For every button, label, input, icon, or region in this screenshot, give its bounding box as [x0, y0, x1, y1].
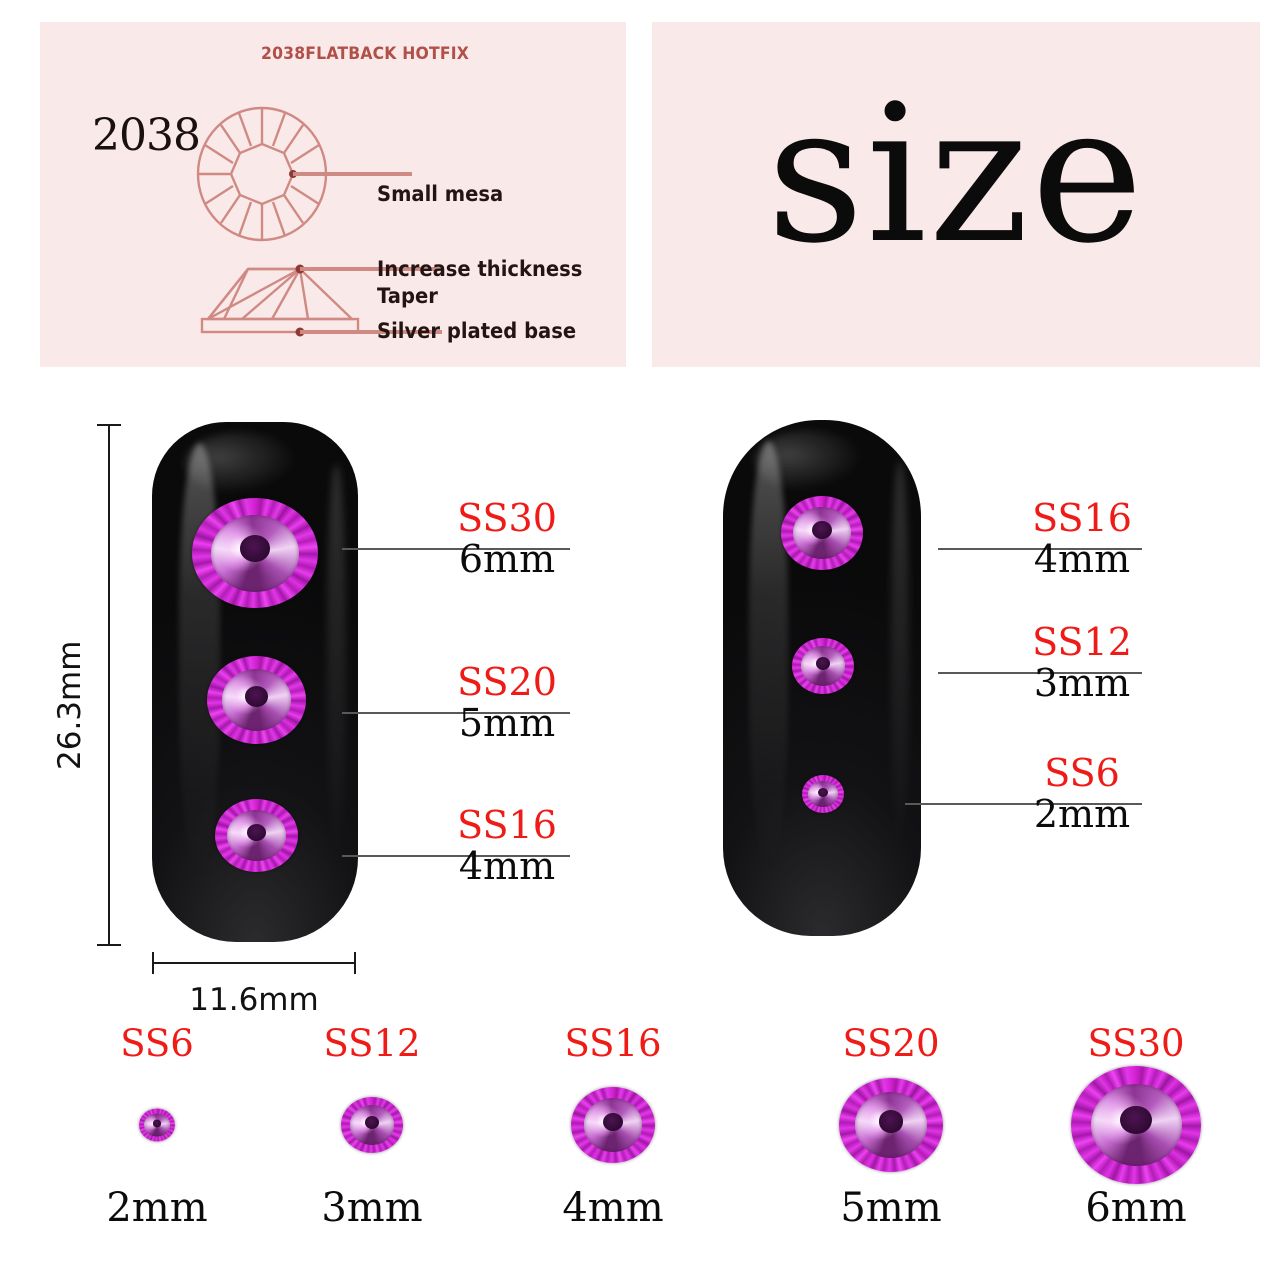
nail-height-label: 26.3mm — [52, 640, 88, 770]
nail-height-dimension-line — [97, 424, 121, 946]
size-row-ss6-size: 2mm — [106, 1185, 208, 1231]
size-row-item-ss30: SS30 6mm — [1041, 1022, 1231, 1231]
callout-ss20-code: SS20 — [457, 660, 557, 704]
size-row-ss30-stone-wrap — [1041, 1065, 1231, 1185]
callout-ss16-right-code: SS16 — [1032, 496, 1132, 540]
stone-side-view-icon — [200, 264, 442, 337]
callout-ss12-size: 3mm — [1033, 661, 1131, 705]
nail-width-dimension-line — [152, 952, 356, 974]
size-row-item-ss16: SS16 4mm — [518, 1022, 708, 1231]
leader-line-ss30 — [342, 548, 570, 550]
nail-edge-highlight — [327, 463, 346, 870]
leader-line-ss16-right — [938, 548, 1142, 550]
callout-ss30-code: SS30 — [457, 496, 557, 540]
rhinestone-ss12 — [341, 1097, 403, 1153]
size-row-ss30-code: SS30 — [1087, 1022, 1185, 1065]
nail-gloss-highlight — [178, 442, 220, 880]
size-heading-panel: size — [652, 22, 1260, 367]
callout-ss16-left: SS16 4mm — [432, 805, 582, 887]
nail-width-label: 11.6mm — [189, 982, 319, 1018]
leader-line-ss20 — [342, 712, 570, 714]
callout-ss16-left-code: SS16 — [457, 803, 557, 847]
callout-ss6: SS6 2mm — [1007, 753, 1157, 835]
leader-line-ss6 — [905, 803, 1142, 805]
size-row-ss6-stone-wrap — [62, 1065, 252, 1185]
product-code-2038: 2038 — [92, 110, 201, 161]
nail-top-highlight — [754, 430, 864, 493]
size-heading: size — [766, 64, 1146, 285]
callout-ss12-code: SS12 — [1032, 620, 1132, 664]
rhinestone-ss30 — [1071, 1066, 1201, 1184]
callout-ss16-right: SS16 4mm — [1007, 498, 1157, 580]
callout-ss6-size: 2mm — [1033, 792, 1131, 836]
size-row-ss16-stone-wrap — [518, 1065, 708, 1185]
size-row-item-ss20: SS20 5mm — [796, 1022, 986, 1231]
rhinestone-ss6 — [139, 1108, 175, 1142]
panel-title: 2038FLATBACK HOTFIX — [261, 44, 469, 64]
label-small-mesa: Small mesa — [377, 182, 504, 206]
rhinestone-ss20 — [839, 1078, 943, 1172]
callout-ss20-size: 5mm — [458, 701, 556, 745]
size-row-ss16-size: 4mm — [562, 1185, 664, 1231]
nail-left — [152, 422, 358, 942]
rhinestone-ss30 — [192, 498, 318, 608]
callout-ss30: SS30 6mm — [432, 498, 582, 580]
rhinestone-ss12 — [792, 638, 854, 694]
label-increase-thickness: Increase thickness — [377, 257, 583, 281]
size-row-ss20-code: SS20 — [842, 1022, 940, 1065]
stone-top-view-icon — [196, 106, 412, 242]
label-silver-plated-base: Silver plated base — [377, 319, 577, 343]
flatback-diagram-panel: 2038FLATBACK HOTFIX 2038 — [40, 22, 626, 367]
size-row-ss12-code: SS12 — [323, 1022, 421, 1065]
size-row-ss20-size: 5mm — [840, 1185, 942, 1231]
leader-line-ss16-left — [342, 855, 570, 857]
callout-ss12: SS12 3mm — [1007, 622, 1157, 704]
size-row-ss12-stone-wrap — [277, 1065, 467, 1185]
nail-gloss-highlight — [748, 440, 789, 875]
nail-edge-highlight — [891, 461, 910, 864]
rhinestone-ss20 — [207, 656, 306, 744]
size-row-ss12-size: 3mm — [321, 1185, 423, 1231]
leader-line-ss12 — [938, 672, 1142, 674]
size-row-item-ss12: SS12 3mm — [277, 1022, 467, 1231]
callout-ss30-size: 6mm — [458, 537, 556, 581]
callout-ss20: SS20 5mm — [432, 662, 582, 744]
callout-ss16-left-size: 4mm — [458, 844, 556, 888]
rhinestone-ss6 — [802, 775, 844, 813]
label-taper: Taper — [377, 284, 438, 308]
size-row-ss30-size: 6mm — [1085, 1185, 1187, 1231]
callout-ss16-right-size: 4mm — [1033, 537, 1131, 581]
nail-top-highlight — [184, 432, 299, 495]
size-row-item-ss6: SS6 2mm — [62, 1022, 252, 1231]
rhinestone-ss16 — [215, 799, 298, 872]
rhinestone-ss16 — [781, 496, 863, 570]
rhinestone-ss16 — [571, 1087, 655, 1163]
callout-ss6-code: SS6 — [1044, 751, 1120, 795]
size-row-ss20-stone-wrap — [796, 1065, 986, 1185]
size-row-ss6-code: SS6 — [120, 1022, 194, 1065]
nail-right — [723, 420, 921, 936]
size-row-ss16-code: SS16 — [564, 1022, 662, 1065]
